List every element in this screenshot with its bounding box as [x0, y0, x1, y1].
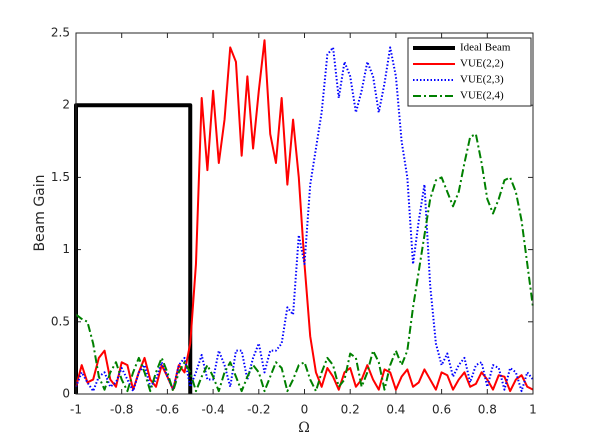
x-tick-label: 0.8: [478, 403, 497, 417]
legend-label: VUE(2,4): [460, 90, 504, 102]
x-tick-label: -0.6: [156, 403, 179, 417]
legend-label: VUE(2,3): [460, 74, 504, 86]
y-tick-label: 0.5: [51, 314, 70, 328]
x-tick-label: 0: [301, 403, 309, 417]
series-line: [75, 133, 534, 393]
y-tick-label: 1: [62, 242, 70, 256]
series-line: [75, 46, 534, 393]
y-tick-label: 2.5: [51, 26, 70, 40]
x-tick-label: 1: [529, 403, 537, 417]
x-tick-label: 0.2: [341, 403, 360, 417]
legend-label: Ideal Beam: [460, 42, 511, 54]
y-tick-label: 0: [62, 387, 70, 401]
y-tick-label: 2: [62, 98, 70, 112]
x-tick-label: -1: [70, 403, 82, 417]
x-tick-label: -0.2: [247, 403, 270, 417]
legend-label: VUE(2,2): [460, 58, 504, 70]
x-tick-label: -0.4: [201, 403, 224, 417]
x-axis-label: Ω: [298, 420, 310, 436]
x-tick-label: -0.8: [110, 403, 133, 417]
x-tick-label: 0.6: [432, 403, 451, 417]
x-tick-label: 0.4: [386, 403, 405, 417]
plot-frame: [75, 32, 534, 395]
y-tick-label: 1.5: [51, 170, 70, 184]
y-axis-label: Beam Gain: [32, 174, 48, 251]
